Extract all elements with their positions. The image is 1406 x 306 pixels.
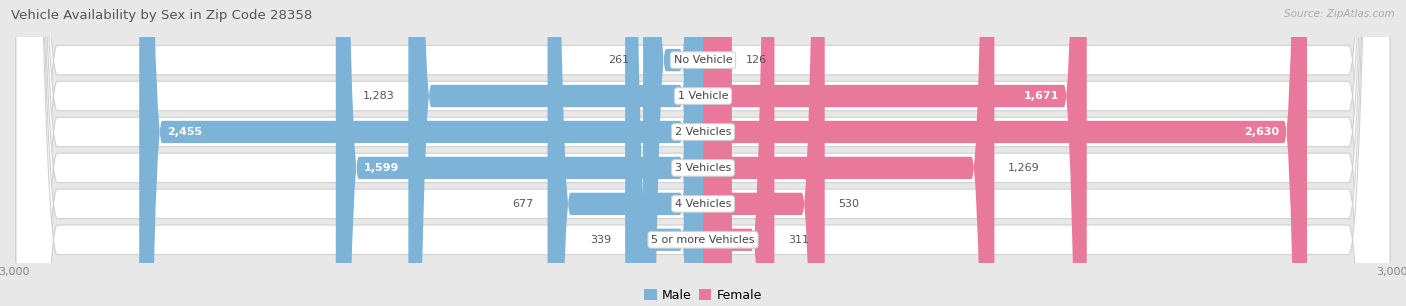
FancyBboxPatch shape	[703, 0, 1087, 306]
Text: 261: 261	[609, 55, 630, 65]
FancyBboxPatch shape	[139, 0, 703, 306]
Text: 1 Vehicle: 1 Vehicle	[678, 91, 728, 101]
FancyBboxPatch shape	[15, 0, 1391, 306]
Text: 2,455: 2,455	[167, 127, 202, 137]
FancyBboxPatch shape	[15, 0, 1391, 306]
Text: 1,269: 1,269	[1008, 163, 1040, 173]
Text: 126: 126	[745, 55, 766, 65]
Text: 2 Vehicles: 2 Vehicles	[675, 127, 731, 137]
FancyBboxPatch shape	[703, 0, 825, 306]
FancyBboxPatch shape	[15, 0, 1391, 306]
FancyBboxPatch shape	[626, 0, 703, 306]
Text: 677: 677	[513, 199, 534, 209]
Text: 311: 311	[789, 235, 810, 245]
FancyBboxPatch shape	[15, 0, 1391, 306]
Text: 1,599: 1,599	[363, 163, 399, 173]
FancyBboxPatch shape	[15, 0, 1391, 306]
Text: No Vehicle: No Vehicle	[673, 55, 733, 65]
Text: Source: ZipAtlas.com: Source: ZipAtlas.com	[1284, 9, 1395, 19]
FancyBboxPatch shape	[336, 0, 703, 306]
Text: Vehicle Availability by Sex in Zip Code 28358: Vehicle Availability by Sex in Zip Code …	[11, 9, 312, 22]
FancyBboxPatch shape	[15, 0, 1391, 306]
FancyBboxPatch shape	[408, 0, 703, 306]
Text: 339: 339	[591, 235, 612, 245]
Text: 5 or more Vehicles: 5 or more Vehicles	[651, 235, 755, 245]
Text: 1,671: 1,671	[1024, 91, 1059, 101]
Text: 530: 530	[838, 199, 859, 209]
FancyBboxPatch shape	[703, 0, 775, 306]
FancyBboxPatch shape	[643, 0, 703, 306]
Text: 2,630: 2,630	[1244, 127, 1279, 137]
FancyBboxPatch shape	[703, 0, 994, 306]
Text: 4 Vehicles: 4 Vehicles	[675, 199, 731, 209]
Legend: Male, Female: Male, Female	[640, 284, 766, 306]
Text: 1,283: 1,283	[363, 91, 395, 101]
FancyBboxPatch shape	[703, 0, 733, 306]
FancyBboxPatch shape	[703, 0, 1308, 306]
Text: 3 Vehicles: 3 Vehicles	[675, 163, 731, 173]
FancyBboxPatch shape	[547, 0, 703, 306]
